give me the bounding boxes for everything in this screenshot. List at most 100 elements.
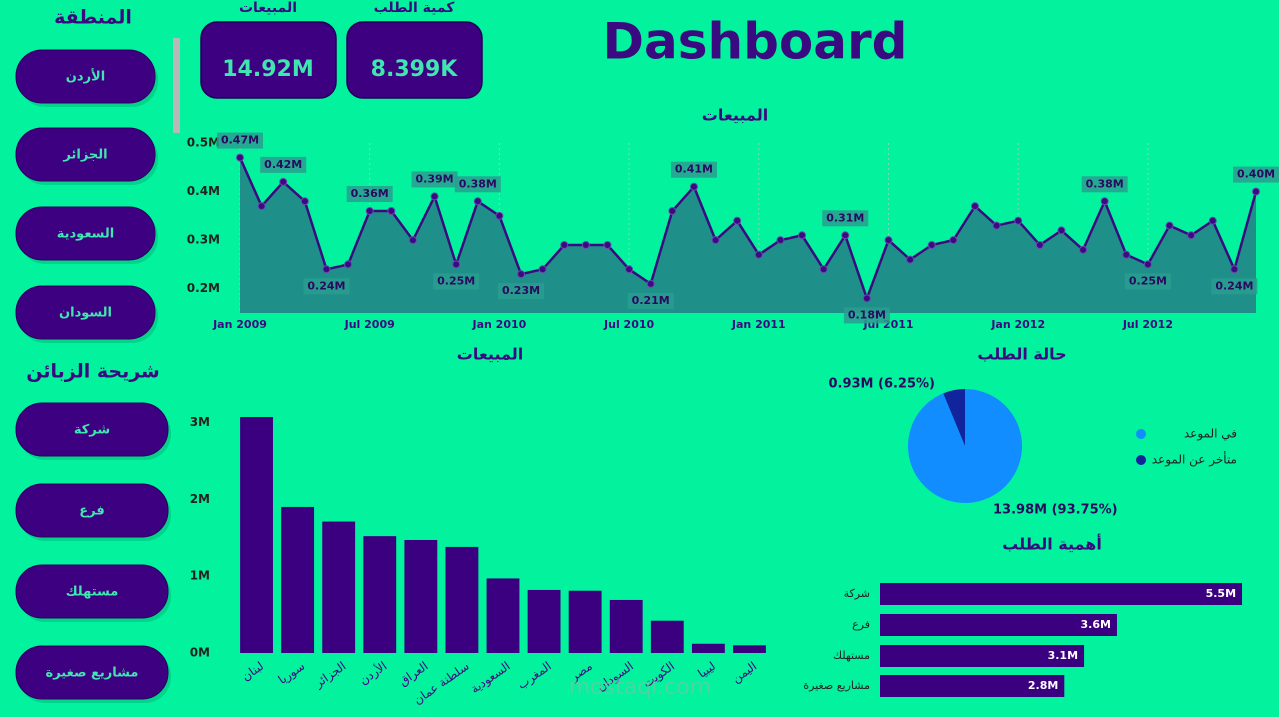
slicer-button[interactable] xyxy=(15,564,169,619)
slicer-button-label[interactable]: مستهلك xyxy=(66,585,119,600)
slicer-button[interactable] xyxy=(15,402,169,457)
data-label-box xyxy=(411,171,458,188)
point xyxy=(430,192,439,201)
point xyxy=(517,270,526,279)
slicer-button-label[interactable]: فرع xyxy=(79,504,104,519)
bar xyxy=(733,645,766,653)
point xyxy=(1143,260,1152,269)
x-tick-label: Jan 2009 xyxy=(212,318,267,331)
pie-slice xyxy=(943,389,965,446)
slicer-button[interactable] xyxy=(15,127,156,182)
slicer-button-label[interactable]: شركة xyxy=(74,423,110,438)
kpi-value: 8.399K xyxy=(371,57,459,82)
y-tick-label: مشاريع صغيرة xyxy=(803,679,870,692)
bar xyxy=(486,578,520,653)
bar xyxy=(322,521,356,653)
data-label: 2.8M xyxy=(1028,679,1058,692)
kpi-label: كمية الطلب xyxy=(374,0,456,16)
data-label: 0.24M xyxy=(307,279,345,292)
data-label: 0.25M xyxy=(1129,274,1167,287)
point xyxy=(689,182,698,191)
kpi-label: المبيعات xyxy=(239,0,297,16)
slicer-button-label[interactable]: السعودية xyxy=(57,227,115,242)
data-label: 0.18M xyxy=(848,308,886,321)
data-label: 0.47M xyxy=(221,134,259,147)
point xyxy=(1057,226,1066,235)
slicer-button-label[interactable]: الجزائر xyxy=(62,148,107,163)
point xyxy=(1100,197,1109,206)
y-tick-label: 0M xyxy=(190,646,210,660)
slicer-button[interactable] xyxy=(15,49,156,104)
data-label: 0.42M xyxy=(264,158,302,171)
point xyxy=(862,294,871,303)
point xyxy=(603,241,612,249)
bar xyxy=(363,536,397,653)
point xyxy=(733,216,742,225)
point xyxy=(344,260,353,269)
point xyxy=(473,197,482,206)
y-tick-label: 0.5M xyxy=(187,136,220,150)
y-tick-label: شركة xyxy=(844,587,870,600)
y-tick-label: 2M xyxy=(190,492,210,506)
y-tick-label: مستهلك xyxy=(833,649,870,662)
line xyxy=(238,157,1258,303)
bar xyxy=(445,546,479,653)
point xyxy=(1122,250,1131,259)
chart-title: أهمية الطلب xyxy=(1002,534,1102,554)
data-label-box xyxy=(260,156,307,173)
data-label: 0.23M xyxy=(502,284,540,297)
point xyxy=(1079,245,1088,254)
data-label-box xyxy=(670,161,717,178)
data-label: 0.21M xyxy=(632,294,670,307)
point xyxy=(668,207,677,215)
data-label: 0.31M xyxy=(826,211,864,224)
point xyxy=(819,265,828,274)
legend-marker xyxy=(1136,455,1146,465)
point xyxy=(884,236,893,245)
data-label-box xyxy=(433,273,480,290)
bar xyxy=(880,583,1243,605)
slicer-button[interactable] xyxy=(15,206,156,261)
point xyxy=(970,202,979,211)
bar xyxy=(650,620,684,653)
bar xyxy=(880,645,1085,667)
y-tick-label: 0.2M xyxy=(187,281,220,295)
y-tick-label: 1M xyxy=(190,569,210,583)
point xyxy=(1230,265,1239,274)
x-tick-label: Jan 2011 xyxy=(731,318,786,331)
data-label: 0.24M xyxy=(1215,279,1253,292)
bar xyxy=(609,599,643,653)
point xyxy=(1014,216,1023,225)
data-label-box xyxy=(498,283,545,300)
data-label: 3.6M xyxy=(1081,618,1111,631)
slicer-button-label[interactable]: مشاريع صغيرة xyxy=(46,666,139,681)
slicer-button[interactable] xyxy=(15,645,169,700)
data-label-box xyxy=(303,278,350,295)
bar xyxy=(281,506,315,653)
data-label: 0.40M xyxy=(1237,168,1275,181)
data-label-box xyxy=(454,176,501,193)
kpi-value: 14.92M xyxy=(222,57,313,82)
data-label-box xyxy=(843,307,890,324)
point xyxy=(300,197,309,206)
slicer-button[interactable] xyxy=(15,483,169,538)
slicer-button-label[interactable]: الأردن xyxy=(66,68,105,85)
data-label-box xyxy=(1233,166,1279,183)
bar xyxy=(240,416,273,653)
point xyxy=(279,177,288,186)
data-label: 5.5M xyxy=(1206,587,1236,600)
point xyxy=(365,207,374,215)
pie-label: 0.93M (6.25%) xyxy=(828,377,935,392)
slicer-button-label[interactable]: السودان xyxy=(59,306,112,321)
point xyxy=(581,241,590,249)
point xyxy=(322,265,331,274)
chart-title: المبيعات xyxy=(702,106,768,125)
data-label-box xyxy=(1124,273,1171,290)
slicer-button[interactable] xyxy=(15,285,156,340)
point xyxy=(236,153,244,162)
point xyxy=(646,279,655,288)
point xyxy=(1252,187,1260,196)
point xyxy=(1035,241,1044,249)
scrollbar xyxy=(173,38,180,133)
point xyxy=(495,211,504,220)
